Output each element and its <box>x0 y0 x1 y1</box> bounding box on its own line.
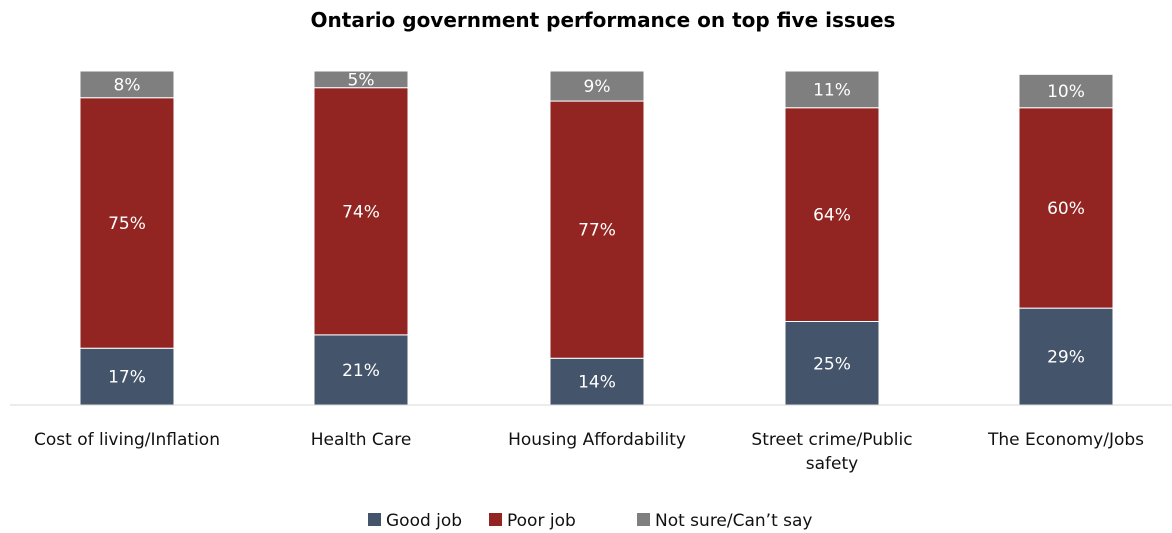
legend-label: Good job <box>386 511 462 531</box>
bar-good-job-1 <box>79 347 175 406</box>
legend-swatch <box>637 513 650 526</box>
data-label: 11% <box>813 80 851 100</box>
bar-not-sure-can-t-say-5 <box>1018 73 1114 109</box>
data-label: 14% <box>578 373 616 393</box>
bar-poor-job-4 <box>784 107 880 322</box>
data-label: 77% <box>578 221 616 241</box>
data-label: 8% <box>114 75 141 95</box>
data-label: 64% <box>813 206 851 226</box>
legend-label: Poor job <box>507 511 576 531</box>
legend: Good job Poor job Not sure/Can’t say <box>368 511 813 531</box>
data-label: 9% <box>584 77 611 97</box>
bar-not-sure-can-t-say-1 <box>79 70 175 99</box>
category-label: Street crime/Public safety <box>751 430 912 474</box>
bar-good-job-2 <box>313 334 409 406</box>
data-label: 75% <box>108 214 146 234</box>
data-label: 25% <box>813 354 851 374</box>
category-label: The Economy/Jobs <box>987 430 1144 450</box>
bar-poor-job-2 <box>313 87 409 336</box>
legend-label: Not sure/Can’t say <box>655 511 813 531</box>
category-labels: Cost of living/Inflation Health Care Housi… <box>34 430 1144 474</box>
bar-poor-job-3 <box>549 100 645 359</box>
category-label: Cost of living/Inflation <box>34 430 220 450</box>
bar-not-sure-can-t-say-4 <box>784 70 880 109</box>
category-label: Health Care <box>311 430 412 450</box>
bar-good-job-4 <box>784 321 880 406</box>
data-label: 5% <box>348 70 375 90</box>
data-label: 10% <box>1047 82 1085 102</box>
data-label: 17% <box>108 368 146 388</box>
bar-not-sure-can-t-say-2 <box>313 70 409 89</box>
bar-good-job-5 <box>1018 307 1114 406</box>
bar-not-sure-can-t-say-3 <box>549 70 645 102</box>
data-label: 29% <box>1047 348 1085 368</box>
bars-group: 17% 75% 8% 21% 74% 5% 14% 77% 9% 25% 64% 11% 29% 60% 1… <box>79 70 1114 406</box>
data-label: 21% <box>342 361 380 381</box>
legend-swatch <box>368 513 381 526</box>
bar-poor-job-1 <box>79 97 175 349</box>
data-label: 74% <box>342 202 380 222</box>
category-label: Housing Affordability <box>508 430 686 450</box>
data-label: 60% <box>1047 199 1085 219</box>
chart-title: Ontario government performance on top fi… <box>311 8 896 32</box>
legend-swatch <box>489 513 502 526</box>
bar-poor-job-5 <box>1018 107 1114 309</box>
